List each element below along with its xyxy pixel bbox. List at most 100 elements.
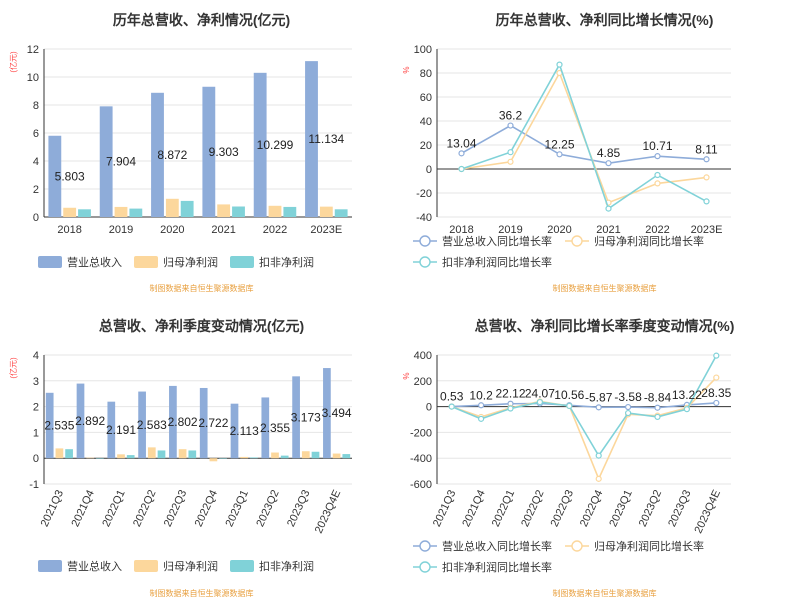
- data-point: [507, 122, 514, 129]
- y-tick-label: 40: [420, 116, 432, 128]
- y-tick-label: 8: [33, 100, 39, 112]
- data-label: 11.134: [308, 132, 344, 146]
- data-label: 10.2: [469, 388, 493, 402]
- y-tick-label: 4: [33, 350, 39, 362]
- legend-swatch: [134, 256, 158, 268]
- chart-title: 总营收、净利同比增长率季度变动情况(%): [474, 318, 735, 334]
- bar: [165, 198, 179, 217]
- bar: [280, 455, 289, 459]
- bar: [209, 458, 218, 462]
- bar: [99, 106, 113, 217]
- x-tick-label: 2021Q4: [460, 488, 487, 529]
- x-tick-label: 2022Q4: [193, 488, 220, 529]
- series-line: [451, 402, 717, 409]
- x-tick-label: 2023E: [310, 224, 342, 236]
- data-point: [507, 158, 514, 165]
- data-point: [448, 403, 455, 410]
- bar: [271, 452, 279, 459]
- y-tick-label: -1: [29, 479, 39, 491]
- legend-label: 扣非净利润: [259, 559, 314, 573]
- legend-label: 营业总收入: [67, 255, 122, 269]
- legend-label: 归母净利润同比增长率: [594, 539, 704, 553]
- bar: [323, 368, 331, 459]
- data-label: 13.04: [446, 136, 476, 150]
- x-tick-label: 2022Q3: [162, 488, 189, 529]
- bar: [230, 403, 239, 459]
- bar: [292, 376, 300, 459]
- data-label: 2.583: [137, 418, 167, 432]
- x-tick-label: 2023E: [691, 224, 723, 236]
- data-label: 10.71: [642, 139, 672, 153]
- data-label: -3.58: [614, 390, 642, 404]
- data-label: 0.53: [440, 390, 464, 404]
- source-note: 制图数据来自恒生聚源数据库: [149, 589, 254, 598]
- y-tick-label: -40: [416, 212, 432, 224]
- bar: [268, 205, 282, 217]
- legend-label: 扣非净利润: [259, 255, 314, 269]
- x-tick-label: 2021: [596, 224, 620, 236]
- data-label: 3.494: [322, 406, 352, 420]
- data-point: [605, 160, 612, 167]
- y-tick-label: 200: [414, 376, 432, 388]
- x-tick-label: 2018: [57, 224, 81, 236]
- x-tick-label: 2022Q3: [549, 488, 576, 529]
- x-tick-label: 2019: [498, 224, 522, 236]
- data-label: 13.22: [672, 388, 702, 402]
- y-tick-label: 2: [33, 184, 39, 196]
- data-label: 4.85: [597, 146, 621, 160]
- data-label: 9.303: [209, 145, 239, 159]
- legend-marker: [419, 235, 431, 247]
- data-label: 8.872: [157, 148, 187, 162]
- data-label: 12.25: [544, 137, 574, 151]
- y-tick-label: 100: [414, 44, 432, 56]
- panel-annual-growth: 历年总营收、净利同比增长情况(%) % -40 -20 0 20 40 60 80 100 201…: [402, 0, 806, 306]
- source-note: 制图数据来自恒生聚源数据库: [552, 589, 657, 598]
- unit-label: (亿元): [8, 51, 18, 73]
- bar: [342, 454, 351, 459]
- data-point: [477, 415, 485, 422]
- y-tick-label: -400: [410, 453, 432, 465]
- panel-annual-amount: 历年总营收、净利情况(亿元) (亿元) 0 2 4 6 8 10 12 2018 2019 2020…: [0, 0, 403, 306]
- x-tick-label: 2022Q1: [490, 488, 517, 529]
- annual-amount-chart: (亿元) 0 2 4 6 8 10 12 2018 2019 2020 2021 2022 2023E 5.…: [8, 44, 352, 269]
- x-tick-label: 2023Q4E: [313, 488, 344, 535]
- bar: [117, 454, 125, 459]
- data-point: [507, 405, 514, 412]
- bar: [250, 457, 258, 459]
- y-tick-label: 0: [426, 164, 432, 176]
- data-label: 2.535: [44, 418, 74, 432]
- data-point: [605, 205, 612, 212]
- bar: [180, 200, 194, 217]
- data-label: 3.173: [291, 410, 321, 424]
- data-point: [713, 399, 720, 407]
- legend-marker: [419, 256, 431, 268]
- bar: [240, 456, 249, 459]
- bar: [202, 86, 216, 218]
- data-point: [566, 402, 573, 410]
- y-tick-label: -20: [416, 188, 432, 200]
- chart-title: 总营收、净利季度变动情况(亿元): [98, 318, 305, 334]
- bar: [332, 453, 341, 459]
- bar: [169, 385, 177, 459]
- bar: [86, 457, 95, 459]
- series-line: [451, 355, 718, 458]
- x-tick-label: 2021Q4: [69, 488, 96, 529]
- data-point: [458, 165, 465, 173]
- legend-marker: [571, 540, 583, 552]
- y-tick-label: 400: [414, 350, 432, 362]
- unit-label: %: [402, 372, 411, 379]
- bar: [65, 449, 73, 459]
- legend-label: 归母净利润: [163, 559, 218, 573]
- data-label: 2.722: [198, 416, 228, 430]
- y-tick-label: 80: [420, 68, 432, 80]
- x-tick-label: 2023Q1: [607, 488, 634, 529]
- legend-marker: [419, 540, 431, 552]
- panel-quarterly-amount: 总营收、净利季度变动情况(亿元) (亿元) -1 0 1 2 3 4 2021Q3 2021Q4…: [0, 306, 403, 612]
- legend-swatch: [38, 560, 62, 572]
- data-point: [683, 406, 690, 413]
- x-tick-label: 2023Q3: [285, 488, 312, 529]
- x-tick-label: 2018: [449, 224, 473, 236]
- y-tick-label: 0: [33, 453, 39, 465]
- x-tick-label: 2023Q1: [223, 488, 250, 529]
